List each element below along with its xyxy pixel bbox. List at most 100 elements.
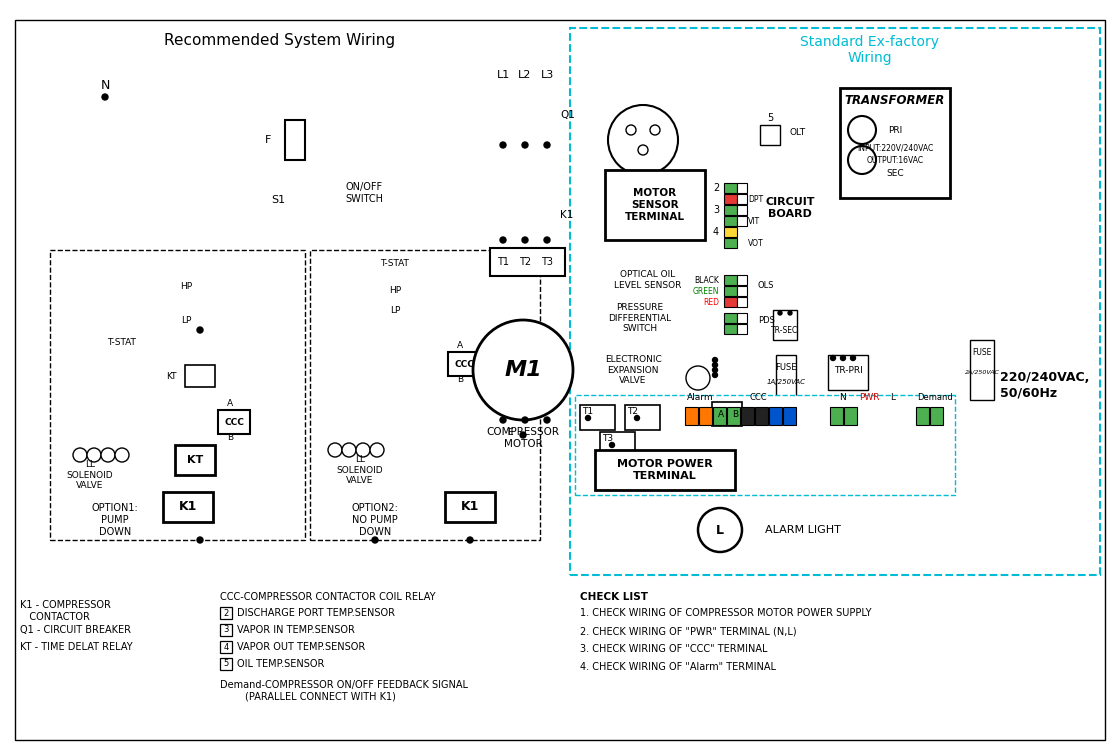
Text: Demand-COMPRESSOR ON/OFF FEEDBACK SIGNAL
        (PARALLEL CONNECT WITH K1): Demand-COMPRESSOR ON/OFF FEEDBACK SIGNAL… xyxy=(220,680,468,702)
Text: B: B xyxy=(732,410,738,419)
Circle shape xyxy=(544,142,550,148)
Text: CCC: CCC xyxy=(749,392,766,401)
Text: GREEN: GREEN xyxy=(692,286,719,295)
Bar xyxy=(625,405,660,430)
Text: OPTICAL OIL
LEVEL SENSOR: OPTICAL OIL LEVEL SENSOR xyxy=(614,270,682,290)
Bar xyxy=(840,88,950,198)
Bar xyxy=(737,324,747,334)
Circle shape xyxy=(197,327,203,333)
Text: PDS: PDS xyxy=(758,316,775,325)
Text: 3. CHECK WIRING OF "CCC" TERMINAL: 3. CHECK WIRING OF "CCC" TERMINAL xyxy=(580,644,767,654)
Circle shape xyxy=(197,537,203,543)
Circle shape xyxy=(712,362,718,367)
Bar xyxy=(220,658,232,670)
Bar xyxy=(724,286,737,296)
Bar xyxy=(445,492,495,522)
Text: 2: 2 xyxy=(712,183,719,193)
Bar xyxy=(580,405,615,430)
Text: K1: K1 xyxy=(179,501,197,514)
Bar xyxy=(776,355,796,410)
Text: N: N xyxy=(101,78,110,92)
Bar xyxy=(724,205,737,215)
Text: CIRCUIT
BOARD: CIRCUIT BOARD xyxy=(765,197,814,219)
Text: T3: T3 xyxy=(541,257,553,267)
Text: LL
SOLENOID
VALVE: LL SOLENOID VALVE xyxy=(337,455,383,485)
Circle shape xyxy=(788,311,792,315)
Bar xyxy=(220,641,232,653)
Text: HP: HP xyxy=(180,282,192,291)
Circle shape xyxy=(626,125,636,135)
Text: A: A xyxy=(718,410,724,419)
Bar xyxy=(724,238,737,248)
Text: K1: K1 xyxy=(560,210,573,220)
Circle shape xyxy=(848,146,876,174)
Circle shape xyxy=(778,311,782,315)
Bar xyxy=(685,407,698,425)
Text: KT: KT xyxy=(167,371,177,380)
Text: T1: T1 xyxy=(497,257,508,267)
Text: LP: LP xyxy=(390,306,400,315)
Circle shape xyxy=(712,373,718,377)
Circle shape xyxy=(522,237,528,243)
Bar xyxy=(310,250,540,540)
Circle shape xyxy=(544,417,550,423)
Text: Alarm: Alarm xyxy=(687,392,713,401)
Bar xyxy=(970,340,995,400)
Text: 220/240VAC,
50/60Hz: 220/240VAC, 50/60Hz xyxy=(1000,371,1090,399)
Text: 3: 3 xyxy=(223,626,228,635)
Text: KT: KT xyxy=(187,455,203,465)
Text: B: B xyxy=(227,432,233,441)
Circle shape xyxy=(586,416,590,420)
Bar xyxy=(724,216,737,226)
Text: VIT: VIT xyxy=(748,217,760,225)
Text: N: N xyxy=(840,392,847,401)
Text: INPUT:220V/240VAC: INPUT:220V/240VAC xyxy=(857,144,933,153)
Circle shape xyxy=(609,443,615,447)
Bar xyxy=(724,194,737,204)
Text: OLT: OLT xyxy=(790,127,806,136)
Text: DISCHARGE PORT TEMP.SENSOR: DISCHARGE PORT TEMP.SENSOR xyxy=(237,608,395,618)
Bar xyxy=(575,395,955,495)
Text: L2: L2 xyxy=(519,70,532,80)
Circle shape xyxy=(712,367,718,373)
Bar xyxy=(284,120,305,160)
Bar xyxy=(699,407,712,425)
Text: S1: S1 xyxy=(271,195,286,205)
Bar xyxy=(724,275,737,285)
Bar xyxy=(760,125,780,145)
Text: PWR: PWR xyxy=(859,392,879,401)
Text: ALARM LIGHT: ALARM LIGHT xyxy=(765,525,841,535)
Text: ON/OFF
SWITCH: ON/OFF SWITCH xyxy=(345,182,383,204)
Text: LP: LP xyxy=(181,316,192,325)
Circle shape xyxy=(102,94,108,100)
Text: FUSE: FUSE xyxy=(775,362,796,371)
Text: SEC: SEC xyxy=(886,169,904,178)
Text: KT - TIME DELAT RELAY: KT - TIME DELAT RELAY xyxy=(20,642,132,652)
Text: MOTOR
SENSOR
TERMINAL: MOTOR SENSOR TERMINAL xyxy=(625,188,685,221)
Text: T-STAT: T-STAT xyxy=(108,337,137,346)
Circle shape xyxy=(73,448,87,462)
Bar xyxy=(783,407,796,425)
Circle shape xyxy=(698,508,741,552)
Text: PRI: PRI xyxy=(888,126,902,135)
Bar xyxy=(737,183,747,193)
Text: 4: 4 xyxy=(713,227,719,237)
Bar xyxy=(916,407,928,425)
Bar xyxy=(737,313,747,323)
Text: L1: L1 xyxy=(496,70,510,80)
Text: Demand: Demand xyxy=(917,392,953,401)
Bar xyxy=(713,407,726,425)
Bar xyxy=(830,407,843,425)
Bar xyxy=(737,286,747,296)
Text: Q1: Q1 xyxy=(560,110,575,120)
Text: T-STAT: T-STAT xyxy=(381,258,410,267)
Text: K1: K1 xyxy=(460,501,479,514)
Circle shape xyxy=(356,443,370,457)
Text: Recommended System Wiring: Recommended System Wiring xyxy=(165,32,395,47)
Circle shape xyxy=(467,537,473,543)
Circle shape xyxy=(638,145,648,155)
Text: DPT: DPT xyxy=(748,194,763,203)
Bar xyxy=(491,248,564,276)
Text: L: L xyxy=(716,523,724,536)
Text: TR-PRI: TR-PRI xyxy=(833,365,862,374)
